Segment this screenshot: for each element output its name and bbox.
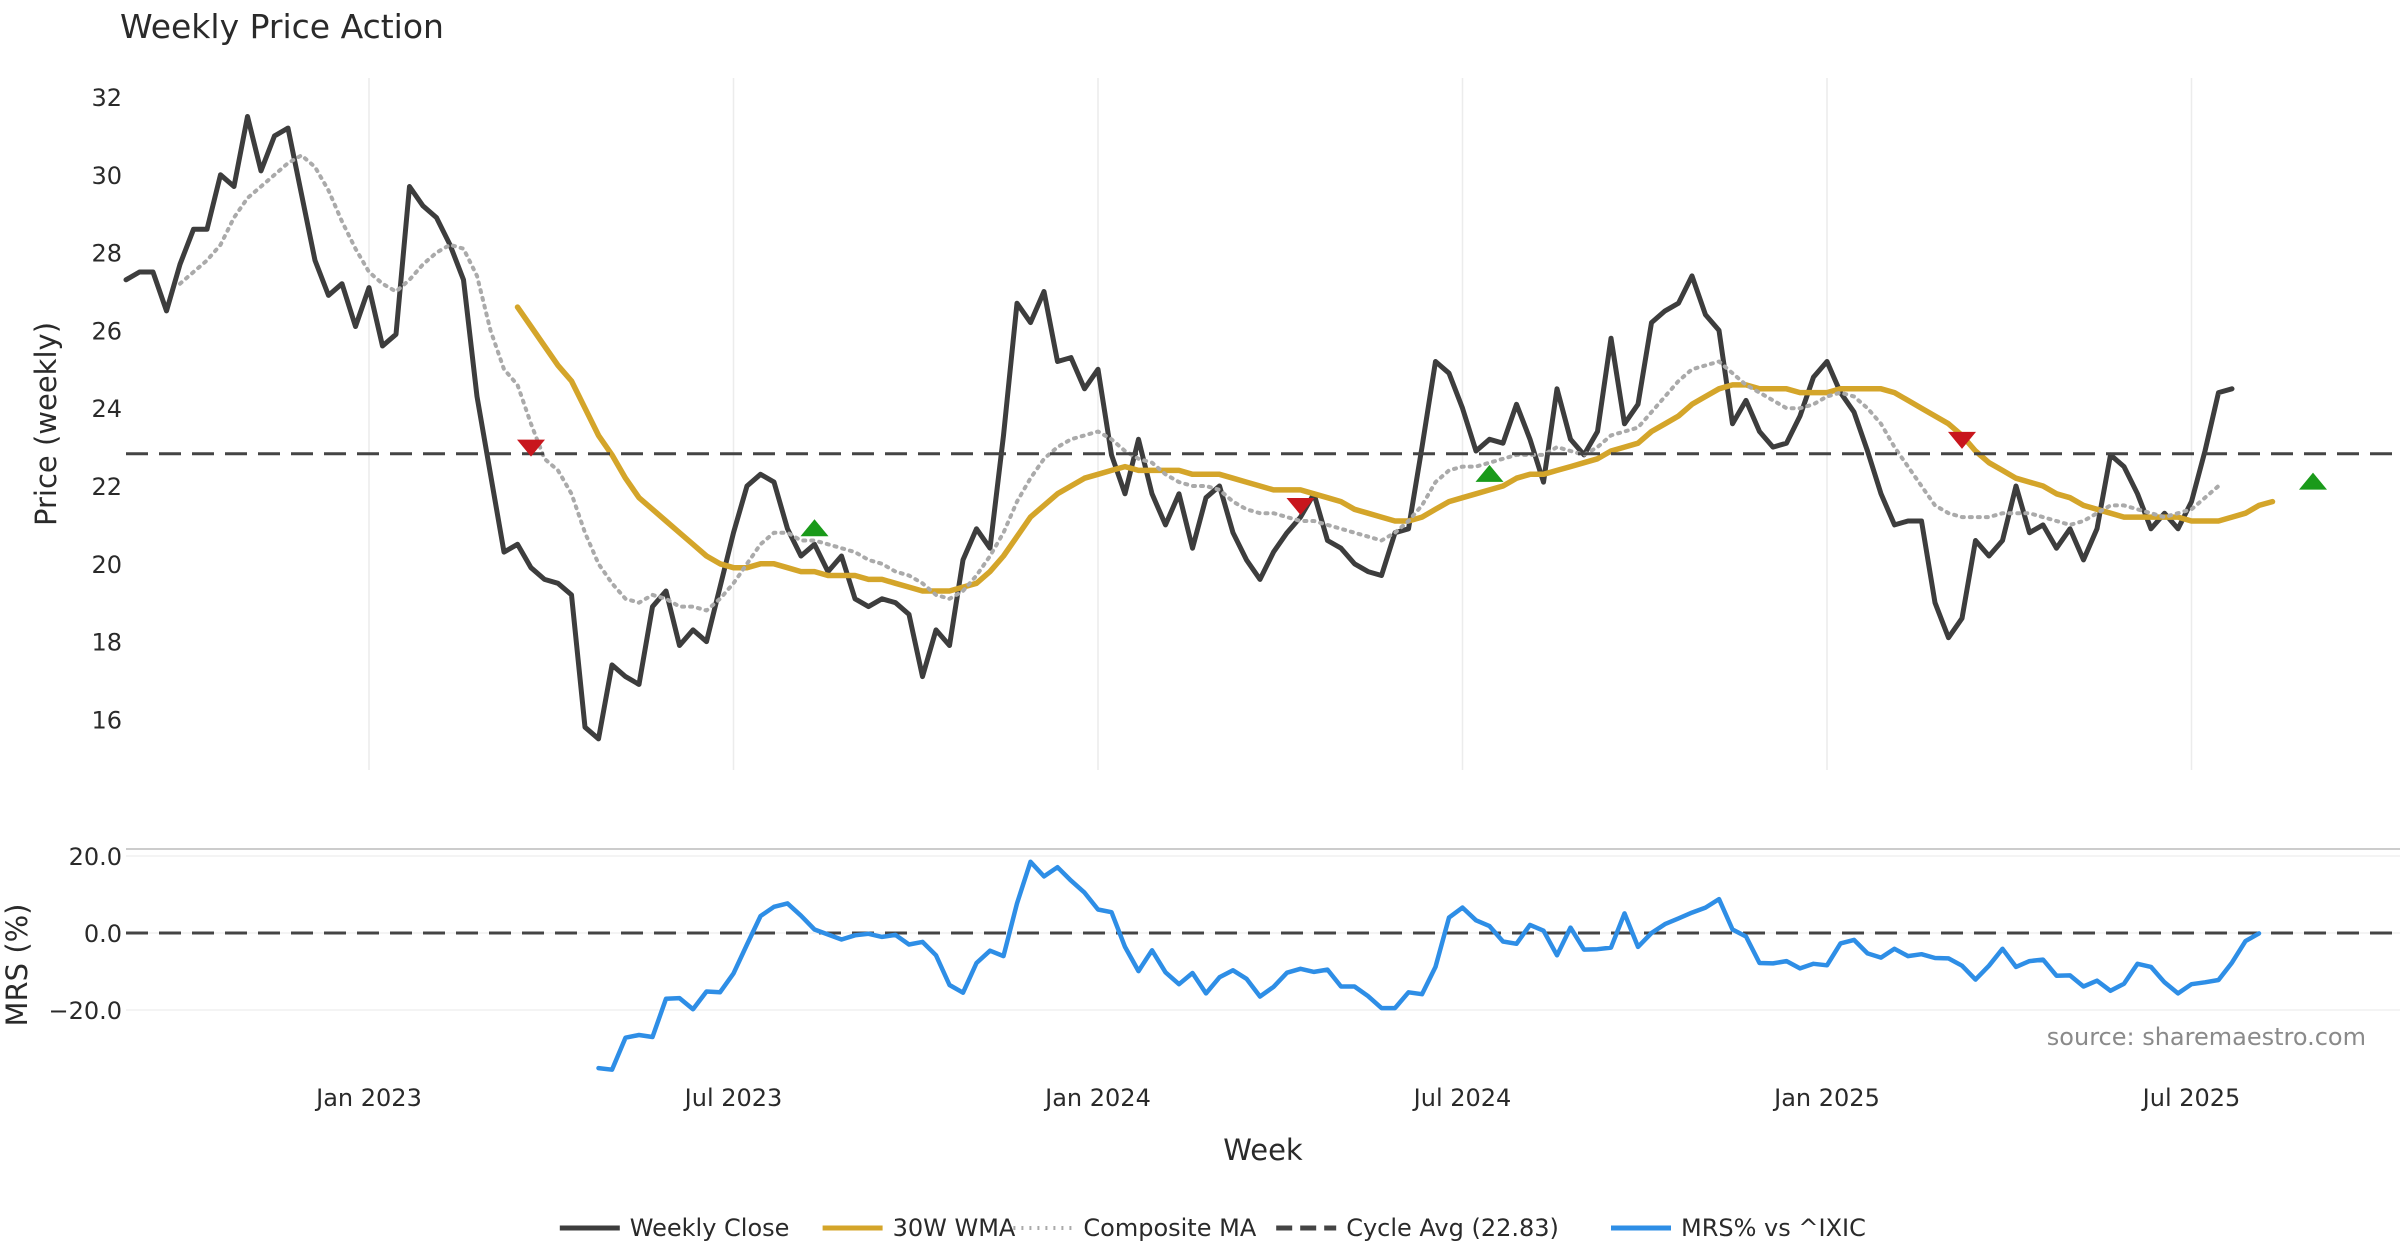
price-y-tick-label: 28 [91, 240, 122, 268]
price-y-tick-label: 18 [91, 629, 122, 657]
price-y-axis-label: Price (weekly) [29, 322, 63, 526]
x-tick-label: Jan 2025 [1772, 1084, 1880, 1112]
mrs-y-tick-label: −20.0 [48, 997, 122, 1025]
mrs-series [596, 859, 2262, 1072]
source-note: source: sharemaestro.com [2047, 1023, 2366, 1051]
price-y-tick-label: 22 [91, 473, 122, 501]
buy-signal-marker [800, 519, 829, 537]
x-axis: Jan 2023 Jul 2023 Jan 2024 Jul 2024 Jan 2025… [314, 1084, 2240, 1112]
price-y-axis: 16 18 20 22 24 26 28 30 32 [91, 84, 122, 734]
mrs-y-axis-label: MRS (%) [0, 904, 34, 1027]
series-line-weekly-close [123, 114, 2235, 742]
sell-signal-marker [1948, 431, 1976, 449]
series-line-composite-ma [178, 153, 2221, 613]
price-y-tick-label: 32 [91, 84, 122, 112]
legend-label: Composite MA [1083, 1214, 1256, 1242]
price-y-tick-label: 30 [91, 162, 122, 190]
x-tick-label: Jul 2023 [683, 1084, 783, 1112]
price-y-tick-label: 16 [91, 706, 122, 734]
x-axis-label: Week [1223, 1133, 1303, 1167]
mrs-y-axis: 20.0 0.0 −20.0 [48, 843, 122, 1025]
legend-label: Weekly Close [630, 1214, 790, 1242]
price-y-tick-label: 20 [91, 551, 122, 579]
x-tick-label: Jul 2024 [1412, 1084, 1512, 1112]
legend: Weekly Close 30W WMA Composite MA Cycle Avg… [559, 1214, 1866, 1242]
price-y-tick-label: 26 [91, 317, 122, 345]
legend-label: MRS% vs ^IXIC [1681, 1214, 1866, 1242]
price-panel: 16 18 20 22 24 26 28 30 32 Price (weekly) [29, 78, 2400, 770]
price-y-tick-label: 24 [91, 395, 122, 423]
buy-signal-marker [2299, 472, 2327, 490]
mrs-y-tick-label: 0.0 [84, 920, 122, 948]
series-line-30w-wma [514, 304, 2276, 594]
legend-label: 30W WMA [893, 1214, 1016, 1242]
series-line-mrs-vs-ixic [596, 859, 2262, 1072]
legend-label: Cycle Avg (22.83) [1346, 1214, 1559, 1242]
buy-signal-marker [1475, 464, 1504, 482]
mrs-grid [126, 855, 2400, 1011]
x-tick-label: Jul 2025 [2141, 1084, 2241, 1112]
x-tick-label: Jan 2024 [1043, 1084, 1151, 1112]
chart-title: Weekly Price Action [120, 7, 444, 46]
mrs-panel: 20.0 0.0 −20.0 MRS (%) source: sharemaestr… [0, 843, 2400, 1072]
signal-markers [517, 431, 2327, 537]
price-grid [368, 78, 2193, 770]
x-tick-label: Jan 2023 [314, 1084, 422, 1112]
mrs-y-tick-label: 20.0 [69, 843, 122, 871]
price-series [123, 114, 2400, 742]
sell-signal-marker [517, 439, 545, 457]
sell-signal-marker [1286, 497, 1315, 515]
